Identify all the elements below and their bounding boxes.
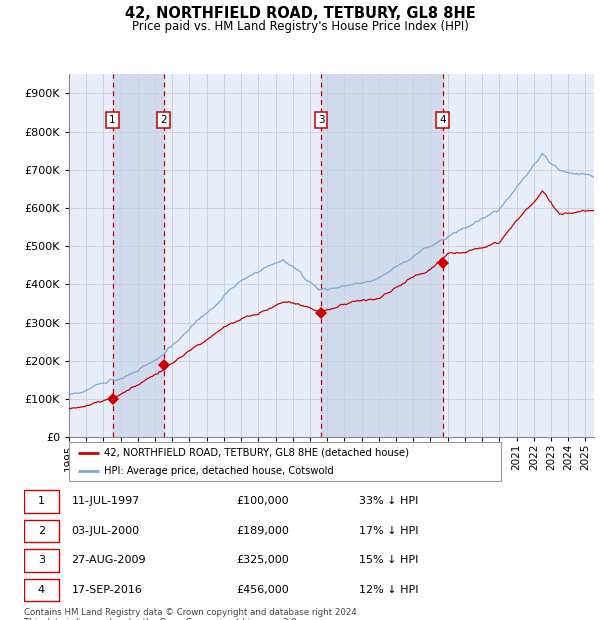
- Text: 42, NORTHFIELD ROAD, TETBURY, GL8 8HE: 42, NORTHFIELD ROAD, TETBURY, GL8 8HE: [125, 6, 475, 21]
- Text: 3: 3: [38, 556, 45, 565]
- Text: 2: 2: [38, 526, 45, 536]
- Text: £189,000: £189,000: [236, 526, 289, 536]
- Bar: [321, 74, 443, 437]
- Text: HPI: Average price, detached house, Cotswold: HPI: Average price, detached house, Cots…: [104, 466, 334, 476]
- Text: Price paid vs. HM Land Registry's House Price Index (HPI): Price paid vs. HM Land Registry's House …: [131, 20, 469, 33]
- Text: 03-JUL-2000: 03-JUL-2000: [71, 526, 140, 536]
- Bar: [113, 74, 164, 437]
- Text: 4: 4: [38, 585, 45, 595]
- Text: 1: 1: [109, 115, 116, 125]
- Text: 12% ↓ HPI: 12% ↓ HPI: [359, 585, 418, 595]
- Text: Contains HM Land Registry data © Crown copyright and database right 2024.
This d: Contains HM Land Registry data © Crown c…: [24, 608, 359, 620]
- FancyBboxPatch shape: [24, 520, 59, 542]
- Text: 2: 2: [160, 115, 167, 125]
- Text: £100,000: £100,000: [236, 497, 289, 507]
- Text: 3: 3: [318, 115, 325, 125]
- Text: 17% ↓ HPI: 17% ↓ HPI: [359, 526, 418, 536]
- FancyBboxPatch shape: [24, 490, 59, 513]
- FancyBboxPatch shape: [24, 578, 59, 601]
- FancyBboxPatch shape: [69, 442, 501, 481]
- Text: 27-AUG-2009: 27-AUG-2009: [71, 556, 146, 565]
- Text: 42, NORTHFIELD ROAD, TETBURY, GL8 8HE (detached house): 42, NORTHFIELD ROAD, TETBURY, GL8 8HE (d…: [104, 448, 409, 458]
- Text: £325,000: £325,000: [236, 556, 289, 565]
- Text: 33% ↓ HPI: 33% ↓ HPI: [359, 497, 418, 507]
- Text: 15% ↓ HPI: 15% ↓ HPI: [359, 556, 418, 565]
- Text: 4: 4: [439, 115, 446, 125]
- FancyBboxPatch shape: [24, 549, 59, 572]
- Text: 1: 1: [38, 497, 45, 507]
- Text: 17-SEP-2016: 17-SEP-2016: [71, 585, 142, 595]
- Text: £456,000: £456,000: [236, 585, 289, 595]
- Text: 11-JUL-1997: 11-JUL-1997: [71, 497, 140, 507]
